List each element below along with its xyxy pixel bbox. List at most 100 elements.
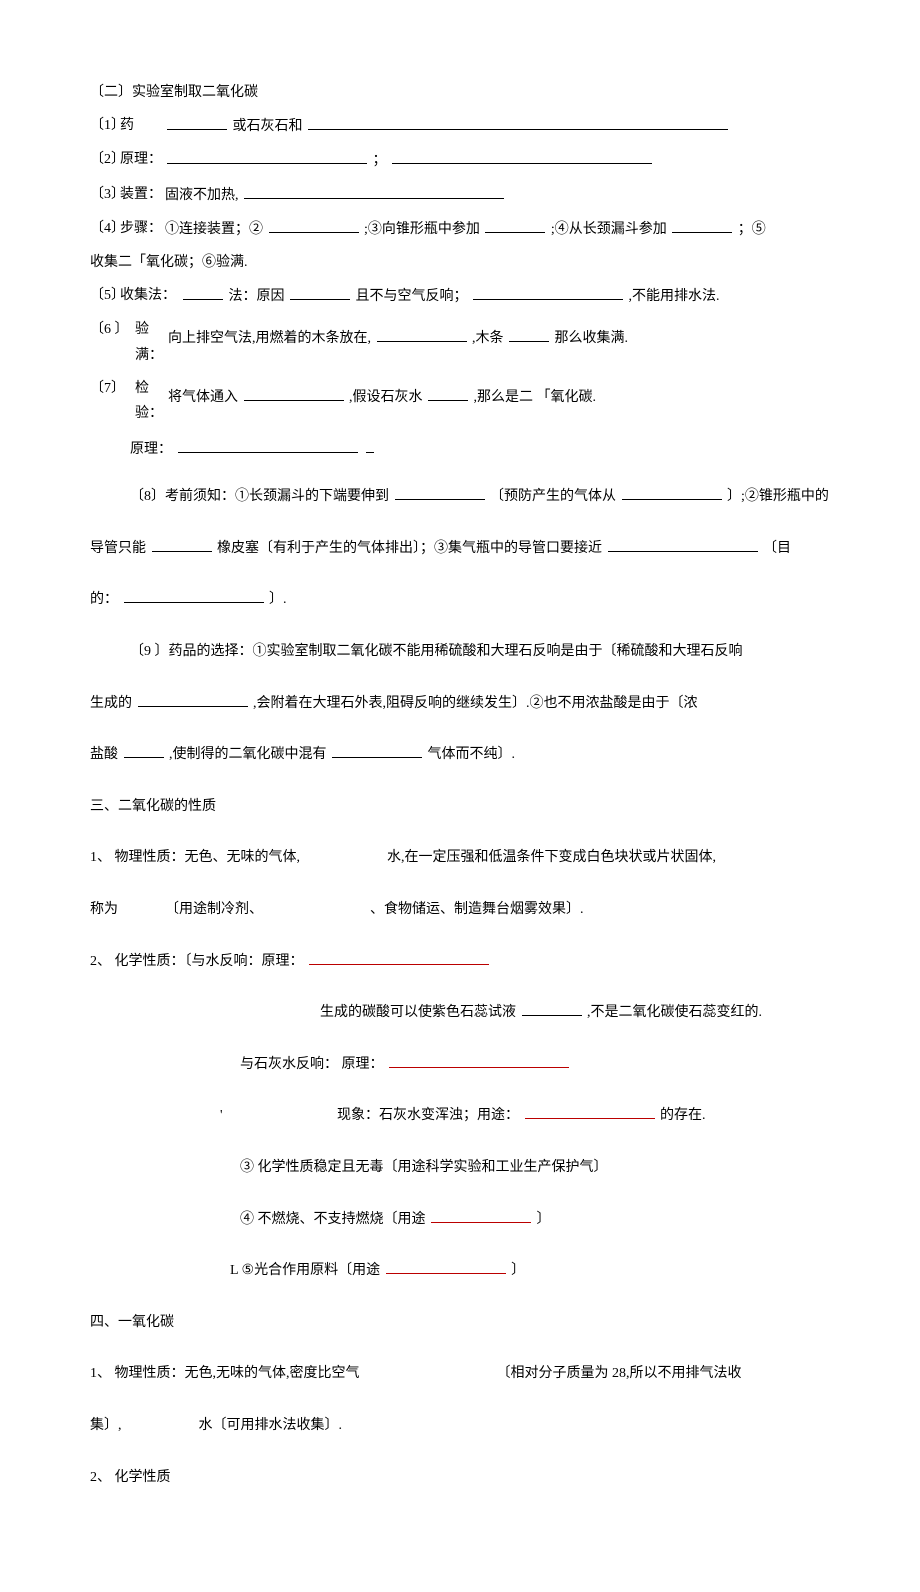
s3-2c-row: 与石灰水反响： 原理： [90, 1048, 830, 1082]
blank [428, 384, 468, 401]
text: ,那么是二 「氧化碳. [474, 390, 597, 405]
text: ,使制得的二氧化碳中混有 [169, 747, 327, 762]
blank [124, 741, 164, 758]
section-4-title: 四、一氧化碳 [90, 1306, 830, 1340]
red-blank [431, 1206, 531, 1223]
blank [485, 216, 545, 233]
s4-2-row: 2、 化学性质 [90, 1461, 830, 1495]
text: 且不与空气反响； [356, 289, 468, 304]
section-3-title: 三、二氧化碳的性质 [90, 790, 830, 824]
section-2-title: 〔二〕实验室制取二氧化碳 [90, 80, 830, 105]
item-5-label: 收集法： [120, 283, 176, 308]
s3-2a-row: 2、 化学性质：〔与水反响：原理： [90, 945, 830, 979]
item-4-content: ①连接装置；② ;③向锥形瓶中参加 ;④从长颈漏斗参加 ；⑤ [165, 216, 830, 242]
blank [167, 147, 367, 164]
bracket-char: ' [220, 1099, 230, 1133]
item-3-num: 〔3〕 [90, 182, 120, 207]
s3-1a-row: 1、 物理性质：无色、无味的气体, 水,在一定压强和低温条件下变成白色块状或片状… [90, 841, 830, 875]
blank [138, 690, 248, 707]
item-7-label: 检验： [135, 376, 163, 426]
item-6-content: 向上排空气法,用燃着的木条放在, ,木条 那么收集满. [168, 317, 830, 351]
text: ； [373, 153, 387, 168]
text: 〕 [511, 1263, 525, 1278]
blank [332, 741, 422, 758]
red-blank [389, 1051, 569, 1068]
item-8-row: 〔8〕考前须知：①长颈漏斗的下端要伸到 〔预防产生的气体从 〕;②锥形瓶中的 [90, 480, 830, 514]
item-1-content: 或石灰石和 [165, 113, 830, 139]
text: 〔9 〕药品的选择：①实验室制取二氧化碳不能用稀硫酸和大理石反响是由于〔稀硫酸和… [130, 644, 743, 659]
blank [473, 283, 623, 300]
item-2-num: 〔2〕 [90, 147, 120, 172]
text: 现象：石灰水变浑浊；用途： [337, 1108, 519, 1123]
blank [183, 283, 223, 300]
item-6-num: 〔6 〕 [90, 317, 135, 342]
item-2-row: 〔2〕 原理： ； [90, 147, 830, 173]
text: 1、 物理性质：无色,无味的气体,密度比空气 [90, 1366, 360, 1381]
text: 与石灰水反响： 原理： [240, 1057, 384, 1072]
text: 生成的碳酸可以使紫色石蕊试液 [320, 1005, 516, 1020]
blank [269, 216, 359, 233]
text: 气体而不纯〕. [428, 747, 516, 762]
text: 法：原因 [229, 289, 285, 304]
text: 〕 [537, 1212, 551, 1227]
item-1-label: 药 [120, 113, 165, 138]
blank [509, 325, 549, 342]
text: ,会附着在大理石外表,阻碍反响的继续发生〕.②也不用浓盐酸是由于〔浓 [253, 696, 698, 711]
item-7-num: 〔7〕 [90, 376, 135, 401]
text: 那么收集满. [555, 331, 629, 346]
item-3-label: 装置： [120, 182, 165, 207]
text: 向上排空气法,用燃着的木条放在, [168, 331, 371, 346]
text: ③ 化学性质稳定且无毒〔用途科学实验和工业生产保护气〕 [240, 1160, 608, 1175]
text: 称为 [90, 902, 118, 917]
text: 2、 化学性质 [90, 1470, 171, 1485]
text: 盐酸 [90, 747, 118, 762]
s4-1b-row: 集〕, 水〔可用排水法收集〕. [90, 1409, 830, 1443]
blank [244, 384, 344, 401]
item-5-content: 法：原因 且不与空气反响； ,不能用排水法. [181, 283, 830, 309]
blank [244, 182, 504, 199]
text: 〕;②锥形瓶中的 [727, 489, 829, 504]
text: ④ 不燃烧、不支持燃烧〔用途 [240, 1212, 426, 1227]
text: 2、 化学性质：〔与水反响：原理： [90, 954, 304, 969]
text: ,不是二氧化碳使石蕊变红的. [587, 1005, 762, 1020]
blank [152, 535, 212, 552]
item-4-row: 〔4〕 步骤： ①连接装置；② ;③向锥形瓶中参加 ;④从长颈漏斗参加 ；⑤ [90, 216, 830, 242]
text: 橡皮塞〔有利于产生的气体排出〕；③集气瓶中的导管口要接近 [217, 541, 602, 556]
text: 导管只能 [90, 541, 146, 556]
text: ,假设石灰水 [349, 390, 423, 405]
text: 水〔可用排水法收集〕. [199, 1418, 343, 1433]
text: 生成的 [90, 696, 132, 711]
red-blank [386, 1257, 506, 1274]
item-9-row: 〔9 〕药品的选择：①实验室制取二氧化碳不能用稀硫酸和大理石反响是由于〔稀硫酸和… [90, 635, 830, 669]
item-4b-row: 收集二「氧化碳；⑥验满. [90, 250, 830, 275]
item-3-content: 固液不加热, [165, 182, 830, 208]
blank [290, 283, 350, 300]
title-text: 三、二氧化碳的性质 [90, 799, 216, 814]
text: 〕. [269, 592, 287, 607]
s3-2d-row: ' 现象：石灰水变浑浊；用途： 的存在. [90, 1099, 830, 1133]
item-6-label: 验满： [135, 317, 163, 367]
text: 或石灰石和 [233, 119, 303, 134]
text: 〔预防产生的气体从 [490, 489, 616, 504]
text: 〔用途制冷剂、 [165, 902, 263, 917]
text: 将气体通入 [168, 390, 238, 405]
text: ①连接装置；② [165, 222, 263, 237]
text: ,不能用排水法. [629, 289, 720, 304]
item-8b-row: 导管只能 橡皮塞〔有利于产生的气体排出〕；③集气瓶中的导管口要接近 〔目 [90, 532, 830, 566]
text: 收集二「氧化碳；⑥验满. [90, 255, 248, 270]
text: 的存在. [660, 1108, 706, 1123]
s4-1a-row: 1、 物理性质：无色,无味的气体,密度比空气 〔相对分子质量为 28,所以不用排… [90, 1357, 830, 1391]
blank [622, 483, 722, 500]
s3-2f-row: ④ 不燃烧、不支持燃烧〔用途 〕 [90, 1203, 830, 1237]
blank [178, 436, 358, 453]
blank [124, 586, 264, 603]
blank [308, 113, 728, 130]
blank [672, 216, 732, 233]
s3-2e-row: ③ 化学性质稳定且无毒〔用途科学实验和工业生产保护气〕 [90, 1151, 830, 1185]
item-6-row: 〔6 〕 验满： 向上排空气法,用燃着的木条放在, ,木条 那么收集满. [90, 317, 830, 367]
item-8c-row: 的： 〕. [90, 583, 830, 617]
item-2-label: 原理： [120, 147, 165, 172]
text: 〔相对分子质量为 28,所以不用排气法收 [497, 1366, 742, 1381]
s3-2g-row: L ⑤光合作用原料〔用途 〕 [90, 1254, 830, 1288]
s3-2b-row: 生成的碳酸可以使紫色石蕊试液 ,不是二氧化碳使石蕊变红的. [90, 996, 830, 1030]
